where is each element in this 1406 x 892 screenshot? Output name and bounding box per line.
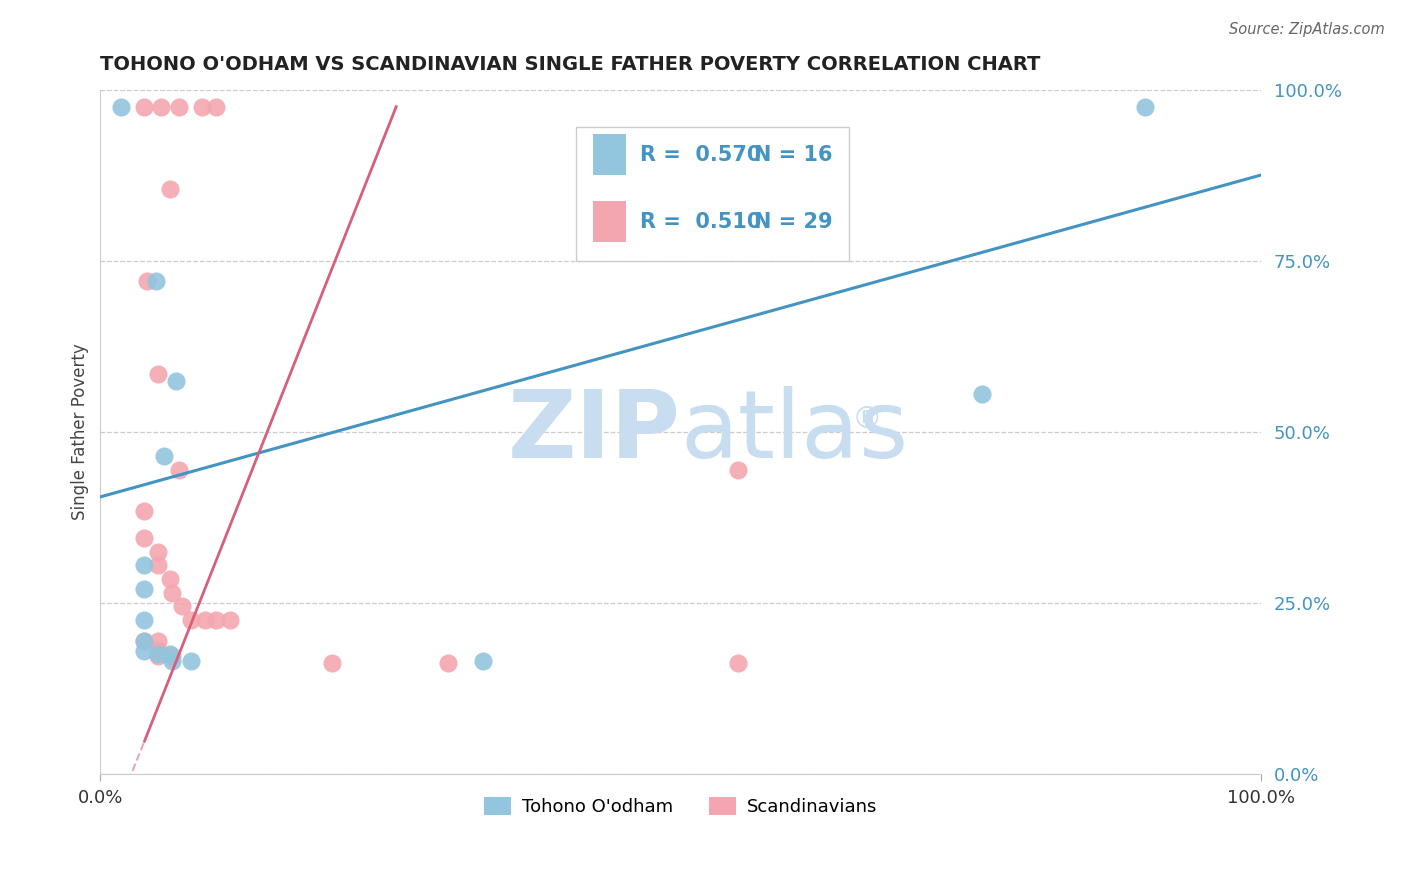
Y-axis label: Single Father Poverty: Single Father Poverty bbox=[72, 343, 89, 520]
Text: atlas: atlas bbox=[681, 386, 908, 478]
Text: ZIP: ZIP bbox=[508, 386, 681, 478]
Point bbox=[205, 100, 228, 114]
Point bbox=[167, 462, 190, 476]
Legend: Tohono O'odham, Scandinavians: Tohono O'odham, Scandinavians bbox=[477, 789, 884, 823]
Point bbox=[148, 649, 170, 664]
Point bbox=[134, 503, 156, 517]
Point bbox=[135, 274, 157, 288]
Point bbox=[159, 182, 181, 196]
Point bbox=[134, 613, 156, 627]
Text: R =  0.570: R = 0.570 bbox=[640, 145, 761, 165]
Point bbox=[180, 613, 202, 627]
Point bbox=[162, 585, 184, 599]
Point bbox=[1133, 100, 1156, 114]
FancyBboxPatch shape bbox=[576, 128, 849, 260]
Point bbox=[134, 582, 156, 597]
Point bbox=[148, 642, 170, 657]
Point bbox=[148, 367, 170, 381]
Point bbox=[159, 572, 181, 586]
Point bbox=[148, 633, 170, 648]
Text: TOHONO O'ODHAM VS SCANDINAVIAN SINGLE FATHER POVERTY CORRELATION CHART: TOHONO O'ODHAM VS SCANDINAVIAN SINGLE FA… bbox=[100, 55, 1040, 74]
Point bbox=[972, 387, 994, 401]
Point bbox=[159, 648, 181, 662]
Point bbox=[148, 558, 170, 573]
Point bbox=[167, 100, 190, 114]
Point bbox=[134, 100, 156, 114]
Point bbox=[191, 100, 214, 114]
Point bbox=[219, 613, 242, 627]
Point bbox=[145, 274, 167, 288]
Point bbox=[134, 633, 156, 648]
Point bbox=[727, 657, 749, 671]
Text: N = 16: N = 16 bbox=[754, 145, 832, 165]
Text: ®: ® bbox=[852, 405, 883, 434]
Point bbox=[165, 374, 187, 388]
Point bbox=[194, 613, 217, 627]
Point bbox=[148, 648, 170, 662]
Point bbox=[134, 558, 156, 573]
Point bbox=[134, 633, 156, 648]
Point bbox=[170, 599, 193, 614]
Point bbox=[148, 544, 170, 558]
Text: Source: ZipAtlas.com: Source: ZipAtlas.com bbox=[1229, 22, 1385, 37]
Point bbox=[180, 654, 202, 668]
Point bbox=[149, 100, 172, 114]
Point bbox=[162, 654, 184, 668]
Text: R =  0.510: R = 0.510 bbox=[640, 211, 761, 232]
Point bbox=[134, 644, 156, 658]
Point bbox=[472, 654, 495, 668]
Point bbox=[727, 462, 749, 476]
Point bbox=[134, 531, 156, 545]
Point bbox=[110, 100, 132, 114]
Point bbox=[205, 613, 228, 627]
Point bbox=[153, 449, 176, 463]
FancyBboxPatch shape bbox=[593, 134, 626, 175]
Point bbox=[437, 657, 460, 671]
FancyBboxPatch shape bbox=[593, 202, 626, 243]
Text: N = 29: N = 29 bbox=[754, 211, 832, 232]
Point bbox=[162, 649, 184, 664]
Point bbox=[321, 657, 343, 671]
